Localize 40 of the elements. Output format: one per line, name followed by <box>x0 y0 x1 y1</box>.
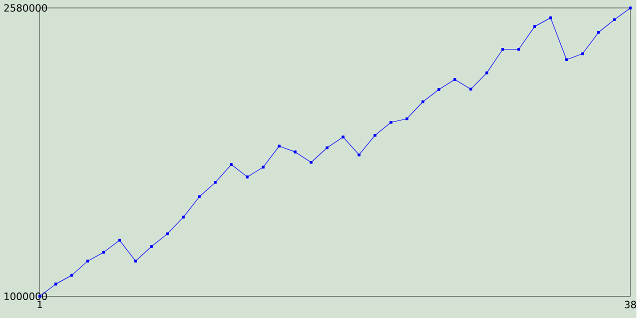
point <box>406 117 408 120</box>
x-tick-label: 1 <box>38 300 42 308</box>
point <box>246 175 249 178</box>
point <box>86 260 90 262</box>
point <box>310 160 313 164</box>
point <box>549 16 552 20</box>
point <box>517 48 520 51</box>
point <box>501 48 504 51</box>
point <box>150 245 153 248</box>
point <box>613 18 616 21</box>
x-tick-label: 38 <box>624 300 636 308</box>
point <box>565 58 568 61</box>
point <box>214 180 217 184</box>
point <box>182 216 185 218</box>
point <box>278 144 281 148</box>
point <box>453 78 456 81</box>
point <box>437 88 440 91</box>
point <box>262 166 265 168</box>
point <box>342 136 344 138</box>
point <box>54 282 58 286</box>
point <box>581 52 584 56</box>
point <box>326 146 328 150</box>
point <box>629 6 632 10</box>
point <box>166 232 169 236</box>
point <box>102 250 106 254</box>
point <box>390 120 392 124</box>
point <box>198 195 201 198</box>
point <box>118 238 121 242</box>
point <box>358 153 360 156</box>
y-tick-label: 1000000 <box>4 292 47 300</box>
point <box>485 71 488 74</box>
point <box>597 30 600 34</box>
point <box>230 163 233 166</box>
point <box>421 100 424 104</box>
point <box>374 134 376 137</box>
point <box>533 25 536 28</box>
point <box>294 150 297 154</box>
point <box>134 260 137 262</box>
y-tick-label: 2580000 <box>4 4 47 12</box>
point <box>469 88 472 90</box>
